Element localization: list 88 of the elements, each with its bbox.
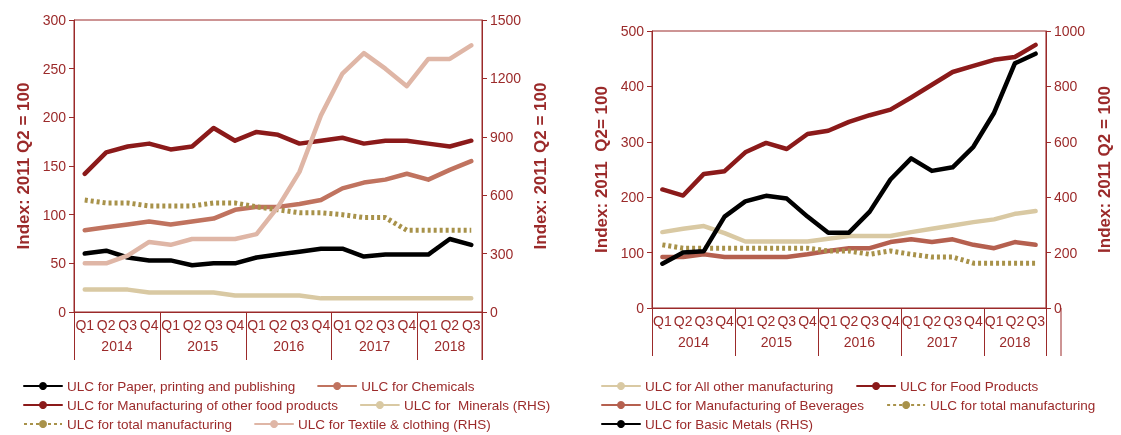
y-tick-label: 100 <box>620 244 645 261</box>
y2-tick-label: 900 <box>490 128 514 145</box>
y2-tick-label: 0 <box>1053 300 1062 316</box>
text: 2016 <box>843 334 876 350</box>
x-tick-label: Q2 <box>839 313 859 329</box>
y-tick-label: 100 <box>42 206 67 223</box>
y2-tick-label: 1500 <box>490 12 522 28</box>
x-tick-label: Q2 <box>268 317 288 333</box>
text: 2014 <box>677 334 710 350</box>
text: 2015 <box>187 338 219 354</box>
y2-tick-label: 0 <box>490 304 498 320</box>
x-tick-label: Q4 <box>715 313 735 329</box>
x-tick-label: Q3 <box>943 313 963 329</box>
y-tick-label: 200 <box>620 189 645 206</box>
y-tick-label: 400 <box>620 78 645 95</box>
y2-tick-label: 800 <box>1053 78 1078 95</box>
legend-label: ULC for Textile & clothing (RHS) <box>298 416 491 432</box>
text: 2018 <box>434 338 466 354</box>
text: 2014 <box>101 338 133 354</box>
text: 2018 <box>999 334 1031 350</box>
y2-tick-label: 300 <box>490 245 514 262</box>
x-tick-label: Q4 <box>311 317 331 333</box>
y2-axis-title: Index: 2011 Q2 = 100 <box>531 82 551 250</box>
x-tick-label: Q4 <box>397 317 417 333</box>
x-tick-label: Q1 <box>161 317 181 333</box>
x-tick-label: Q2 <box>673 313 693 329</box>
y2-tick-label: 400 <box>1053 189 1078 206</box>
x-tick-label: Q2 <box>922 313 942 329</box>
x-tick-label: Q3 <box>290 317 310 333</box>
y-tick-label: 0 <box>636 300 645 316</box>
y-tick-label: 500 <box>620 23 645 39</box>
x-tick-label: Q4 <box>964 313 983 329</box>
x-tick-label: Q4 <box>225 317 245 333</box>
x-tick-label: Q2 <box>96 317 116 333</box>
x-tick-label: Q3 <box>860 313 880 329</box>
y-tick-label: 250 <box>42 60 67 77</box>
legend-label: ULC for total manufacturing <box>930 397 1096 413</box>
legend-label: ULC for total manufacturing <box>67 416 233 432</box>
legend-label: ULC for Manufacturing of other food products <box>67 397 339 413</box>
x-tick-label: Q2 <box>756 313 776 329</box>
x-tick-label: Q2 <box>182 317 202 333</box>
y-tick-label: 300 <box>620 133 645 150</box>
y-tick-label: 200 <box>42 109 67 126</box>
y-axis-title: Index: 2011 Q2 = 100 <box>13 82 33 250</box>
x-tick-label: Q2 <box>1005 313 1025 329</box>
y-tick-label: 150 <box>42 158 67 174</box>
y-tick-label: 50 <box>50 255 67 272</box>
y-tick-label: 0 <box>58 304 67 320</box>
x-tick-label: Q4 <box>139 317 159 333</box>
legend-label: ULC for Basic Metals (RHS) <box>645 416 814 432</box>
y2-tick-label: 200 <box>1053 244 1078 261</box>
x-tick-label: Q2 <box>440 317 460 333</box>
text: 2015 <box>760 334 793 350</box>
x-tick-label: Q4 <box>798 313 818 329</box>
x-tick-label: Q3 <box>1026 313 1046 329</box>
legend-label: ULC for Paper, printing and publishing <box>67 378 296 394</box>
x-tick-label: Q1 <box>75 317 95 333</box>
x-tick-label: Q3 <box>376 317 395 333</box>
x-tick-label: Q3 <box>204 317 224 333</box>
x-tick-label: Q1 <box>333 317 352 333</box>
y2-tick-label: 1000 <box>1053 23 1086 39</box>
text: 2017 <box>926 334 959 350</box>
legend-label: ULC for Manufacturing of Beverages <box>645 397 865 413</box>
x-tick-label: Q1 <box>901 313 921 329</box>
x-tick-label: Q1 <box>818 313 838 329</box>
x-tick-label: Q3 <box>461 317 481 333</box>
legend-label: ULC for Chemicals <box>361 378 475 394</box>
x-tick-label: Q3 <box>694 313 714 329</box>
text: 2016 <box>273 338 305 354</box>
x-tick-label: Q1 <box>418 317 438 333</box>
legend-label: ULC for Minerals (RHS) <box>403 397 551 413</box>
x-tick-label: Q3 <box>777 313 797 329</box>
x-tick-label: Q1 <box>653 313 672 329</box>
x-tick-label: Q3 <box>118 317 138 333</box>
text: 2017 <box>359 338 391 354</box>
y-axis-title: Index: 2011 Q2= 100 <box>591 86 611 253</box>
x-tick-label: Q4 <box>881 313 900 329</box>
y2-tick-label: 600 <box>1053 133 1078 150</box>
y2-tick-label: 600 <box>490 187 514 204</box>
x-tick-label: Q1 <box>735 313 755 329</box>
y2-axis-title: Index: 2011 Q2 = 100 <box>1095 86 1114 253</box>
y-tick-label: 300 <box>42 12 67 28</box>
legend-label: ULC for Food Products <box>900 378 1039 394</box>
x-tick-label: Q1 <box>984 313 1004 329</box>
x-tick-label: Q2 <box>354 317 374 333</box>
x-tick-label: Q1 <box>247 317 267 333</box>
y2-tick-label: 1200 <box>490 70 522 87</box>
legend-label: ULC for All other manufacturing <box>645 378 834 394</box>
